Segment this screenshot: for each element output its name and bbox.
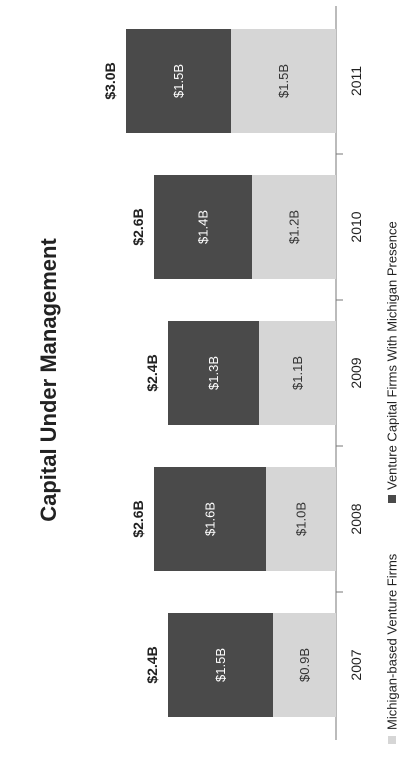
data-label-michigan-based-venture-firms-2007: $0.9B xyxy=(297,648,312,682)
data-label-venture-capital-firms-with-michigan-presence-2008: $1.6B xyxy=(203,502,218,536)
legend-swatch-michigan-based xyxy=(388,736,396,744)
bar-michigan-based-venture-firms-2010 xyxy=(252,175,336,279)
bars-group: $0.9B $1.5B $2.4B 2007 $1.0B $1.6B $2.6B 2008 $1… xyxy=(102,29,364,717)
data-label-venture-capital-firms-with-michigan-presence-2009: $1.3B xyxy=(206,356,221,390)
bar-venture-capital-firms-with-michigan-presence-2009 xyxy=(168,321,259,425)
category-label-2011: 2011 xyxy=(348,66,364,96)
data-label-michigan-based-venture-firms-2011: $1.5B xyxy=(276,64,291,98)
total-label-2011: $3.0B xyxy=(102,62,118,99)
total-label-2007: $2.4B xyxy=(144,646,160,683)
legend-label-michigan-presence: Venture Capital Firms With Michigan Pres… xyxy=(385,221,400,490)
bar-michigan-based-venture-firms-2007 xyxy=(273,613,336,717)
legend: Michigan-based Venture Firms Venture Cap… xyxy=(385,221,400,744)
data-label-michigan-based-venture-firms-2009: $1.1B xyxy=(290,356,305,390)
category-label-2009: 2009 xyxy=(348,357,364,388)
bar-michigan-based-venture-firms-2011 xyxy=(231,29,336,133)
legend-swatch-michigan-presence xyxy=(388,495,396,503)
category-label-2008: 2008 xyxy=(348,503,364,534)
total-label-2008: $2.6B xyxy=(130,500,146,537)
bar-venture-capital-firms-with-michigan-presence-2007 xyxy=(168,613,273,717)
total-label-2010: $2.6B xyxy=(130,208,146,245)
data-label-venture-capital-firms-with-michigan-presence-2007: $1.5B xyxy=(213,648,228,682)
category-label-2007: 2007 xyxy=(348,649,364,680)
bar-venture-capital-firms-with-michigan-presence-2008 xyxy=(154,467,266,571)
bar-michigan-based-venture-firms-2009 xyxy=(259,321,336,425)
bar-venture-capital-firms-with-michigan-presence-2010 xyxy=(154,175,252,279)
total-label-2009: $2.4B xyxy=(144,354,160,391)
data-label-michigan-based-venture-firms-2010: $1.2B xyxy=(287,210,302,244)
bar-venture-capital-firms-with-michigan-presence-2011 xyxy=(126,29,231,133)
data-label-michigan-based-venture-firms-2008: $1.0B xyxy=(294,502,309,536)
data-label-venture-capital-firms-with-michigan-presence-2010: $1.4B xyxy=(196,210,211,244)
legend-label-michigan-based: Michigan-based Venture Firms xyxy=(385,553,400,730)
bar-michigan-based-venture-firms-2008 xyxy=(266,467,336,571)
category-label-2010: 2010 xyxy=(348,211,364,242)
data-label-venture-capital-firms-with-michigan-presence-2011: $1.5B xyxy=(171,64,186,98)
chart-title: Capital Under Management xyxy=(36,238,61,522)
